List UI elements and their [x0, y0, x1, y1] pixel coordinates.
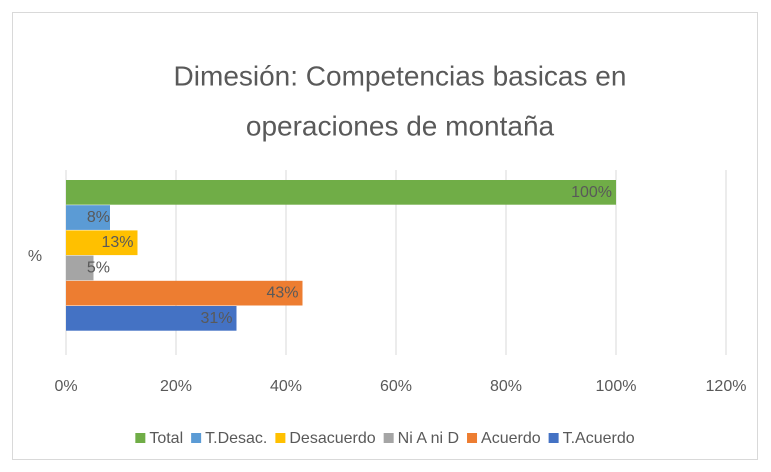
bar	[66, 180, 616, 205]
bar	[66, 306, 237, 331]
legend-swatch	[383, 433, 394, 443]
data-label: 5%	[87, 259, 110, 276]
legend-swatch	[467, 433, 478, 443]
x-tick-label: 0%	[54, 378, 77, 395]
legend-swatch	[275, 433, 286, 443]
x-tick-label: 40%	[270, 378, 302, 395]
y-tick-label: %	[28, 248, 42, 265]
chart-title: Dimesión: Competencias basicas en	[174, 60, 627, 91]
legend-swatch	[135, 433, 146, 443]
data-label: 43%	[266, 285, 298, 302]
data-label: 31%	[200, 310, 232, 327]
x-tick-label: 100%	[596, 378, 637, 395]
legend-label: T.Acuerdo	[563, 430, 635, 447]
legend-label: Total	[149, 430, 183, 447]
legend-swatch	[548, 433, 559, 443]
legend-swatch	[191, 433, 202, 443]
data-label: 13%	[101, 234, 133, 251]
bar	[66, 280, 303, 306]
legend-label: T.Desac.	[205, 430, 267, 447]
legend-label: Acuerdo	[481, 430, 541, 447]
x-tick-label: 120%	[706, 378, 747, 395]
legend-label: Desacuerdo	[289, 430, 375, 447]
x-tick-label: 80%	[490, 378, 522, 395]
x-tick-label: 60%	[380, 378, 412, 395]
chart-title: operaciones de montaña	[246, 110, 555, 141]
bar	[66, 205, 110, 230]
legend-label: Ni A ni D	[398, 430, 459, 447]
data-label: 100%	[571, 184, 612, 201]
x-tick-label: 20%	[160, 378, 192, 395]
data-label: 8%	[87, 209, 110, 226]
bar	[66, 230, 138, 256]
bar	[66, 255, 94, 281]
